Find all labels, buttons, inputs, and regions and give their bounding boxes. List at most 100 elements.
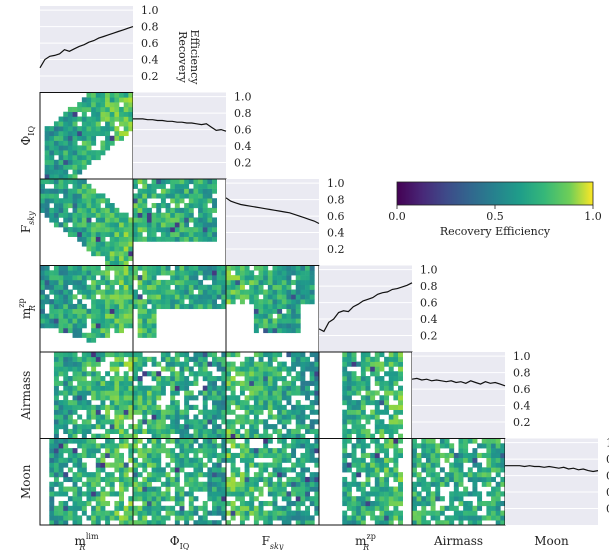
heatmap-cell <box>109 227 115 233</box>
heatmap-cell <box>165 376 171 382</box>
heatmap-cell <box>291 481 297 487</box>
heatmap-cell <box>198 448 204 454</box>
heatmap-cell <box>342 515 348 521</box>
heatmap-cell <box>123 404 129 410</box>
heatmap-cell <box>291 462 297 468</box>
heatmap-cell <box>137 198 143 204</box>
heatmap-cell <box>212 299 217 305</box>
heatmap-cell <box>291 323 297 329</box>
heatmap-cell <box>156 380 162 386</box>
heatmap-cell <box>165 505 171 511</box>
heatmap-cell <box>58 515 64 521</box>
heatmap-cell <box>81 159 87 165</box>
heatmap-cell <box>86 217 92 223</box>
heatmap-cell <box>142 207 148 213</box>
heatmap-cell <box>100 323 106 329</box>
heatmap-cell <box>160 203 166 209</box>
heatmap-cell <box>295 515 301 521</box>
heatmap-cell <box>198 179 204 185</box>
heatmap-cell <box>258 352 264 358</box>
heatmap-cell <box>58 356 64 362</box>
heatmap-cell <box>119 260 124 266</box>
heatmap-cell <box>156 299 162 305</box>
heatmap-cell <box>123 476 129 483</box>
heatmap-cell <box>230 275 236 281</box>
heatmap-cell <box>63 289 69 295</box>
heatmap-cell <box>398 486 403 492</box>
heatmap-cell <box>277 505 283 511</box>
heatmap-cell <box>472 476 478 483</box>
heatmap-cell <box>309 279 315 286</box>
heatmap-cell <box>95 433 101 439</box>
heatmap-cell <box>109 102 115 108</box>
heatmap-cell <box>156 515 162 521</box>
heatmap-cell <box>309 366 315 372</box>
heatmap-cell <box>109 203 115 209</box>
heatmap-cell <box>72 154 78 161</box>
heatmap-cell <box>95 265 101 271</box>
heatmap-cell <box>235 419 241 425</box>
heatmap-cell <box>58 126 64 132</box>
heatmap-cell <box>486 505 492 511</box>
heatmap-cell <box>379 467 385 473</box>
heatmap-cell <box>212 380 217 386</box>
heatmap-cell <box>160 428 166 434</box>
heatmap-cell <box>133 275 138 281</box>
heatmap-cell <box>365 500 371 507</box>
heatmap-cell <box>53 515 59 521</box>
heatmap-cell <box>314 376 320 382</box>
heatmap-cell <box>63 150 69 156</box>
heatmap-cell <box>67 404 73 410</box>
heatmap-cell <box>184 352 190 358</box>
heatmap-cell <box>198 222 204 228</box>
heatmap-cell <box>188 486 194 492</box>
heatmap-cell <box>193 457 199 463</box>
x-label-mlim: mlim R <box>74 532 99 550</box>
heatmap-cell <box>416 462 422 468</box>
heatmap-cell <box>72 452 78 459</box>
heatmap-cell <box>95 409 101 415</box>
heatmap-cell <box>81 395 87 401</box>
heatmap-cell <box>235 380 241 386</box>
heatmap-cell <box>91 203 97 209</box>
heatmap-cell <box>67 318 73 324</box>
heatmap-cell <box>170 356 176 362</box>
heatmap-cell <box>151 284 157 290</box>
heatmap-cell <box>384 409 390 415</box>
heatmap-cell <box>365 472 371 478</box>
heatmap-cell <box>174 438 180 444</box>
heatmap-cell <box>123 352 129 358</box>
heatmap-cell <box>207 207 213 213</box>
heatmap-cell <box>253 419 259 425</box>
heatmap-cell <box>137 505 143 511</box>
heatmap-cell <box>221 303 227 310</box>
heatmap-cell <box>160 433 166 439</box>
heatmap-cell <box>58 145 64 151</box>
heatmap-cell <box>281 380 287 386</box>
heatmap-cell <box>160 390 166 396</box>
heatmap-cell <box>486 500 492 507</box>
heatmap-cell <box>267 318 273 324</box>
heatmap-cell <box>272 284 278 290</box>
heatmap-cell <box>142 270 148 276</box>
heatmap-cell <box>346 352 352 358</box>
heatmap-cell <box>226 284 231 290</box>
heatmap-cell <box>244 433 250 439</box>
heatmap-cell <box>49 318 55 324</box>
heatmap-cell <box>133 265 138 271</box>
heatmap-cell <box>53 203 59 209</box>
heatmap-cell <box>67 409 73 415</box>
heatmap-cell <box>40 279 45 286</box>
heatmap-cell <box>105 520 111 526</box>
heatmap-cell <box>249 376 255 382</box>
heatmap-cell <box>170 361 176 367</box>
heatmap-cell <box>379 361 385 367</box>
heatmap-cell <box>235 443 241 449</box>
heatmap-cell <box>188 193 194 199</box>
diagonal-tick-label: 1.0 <box>606 437 609 450</box>
heatmap-cell <box>86 121 92 127</box>
heatmap-cell <box>421 520 427 526</box>
heatmap-cell <box>249 404 255 410</box>
heatmap-cell <box>463 510 469 516</box>
heatmap-cell <box>388 500 394 507</box>
